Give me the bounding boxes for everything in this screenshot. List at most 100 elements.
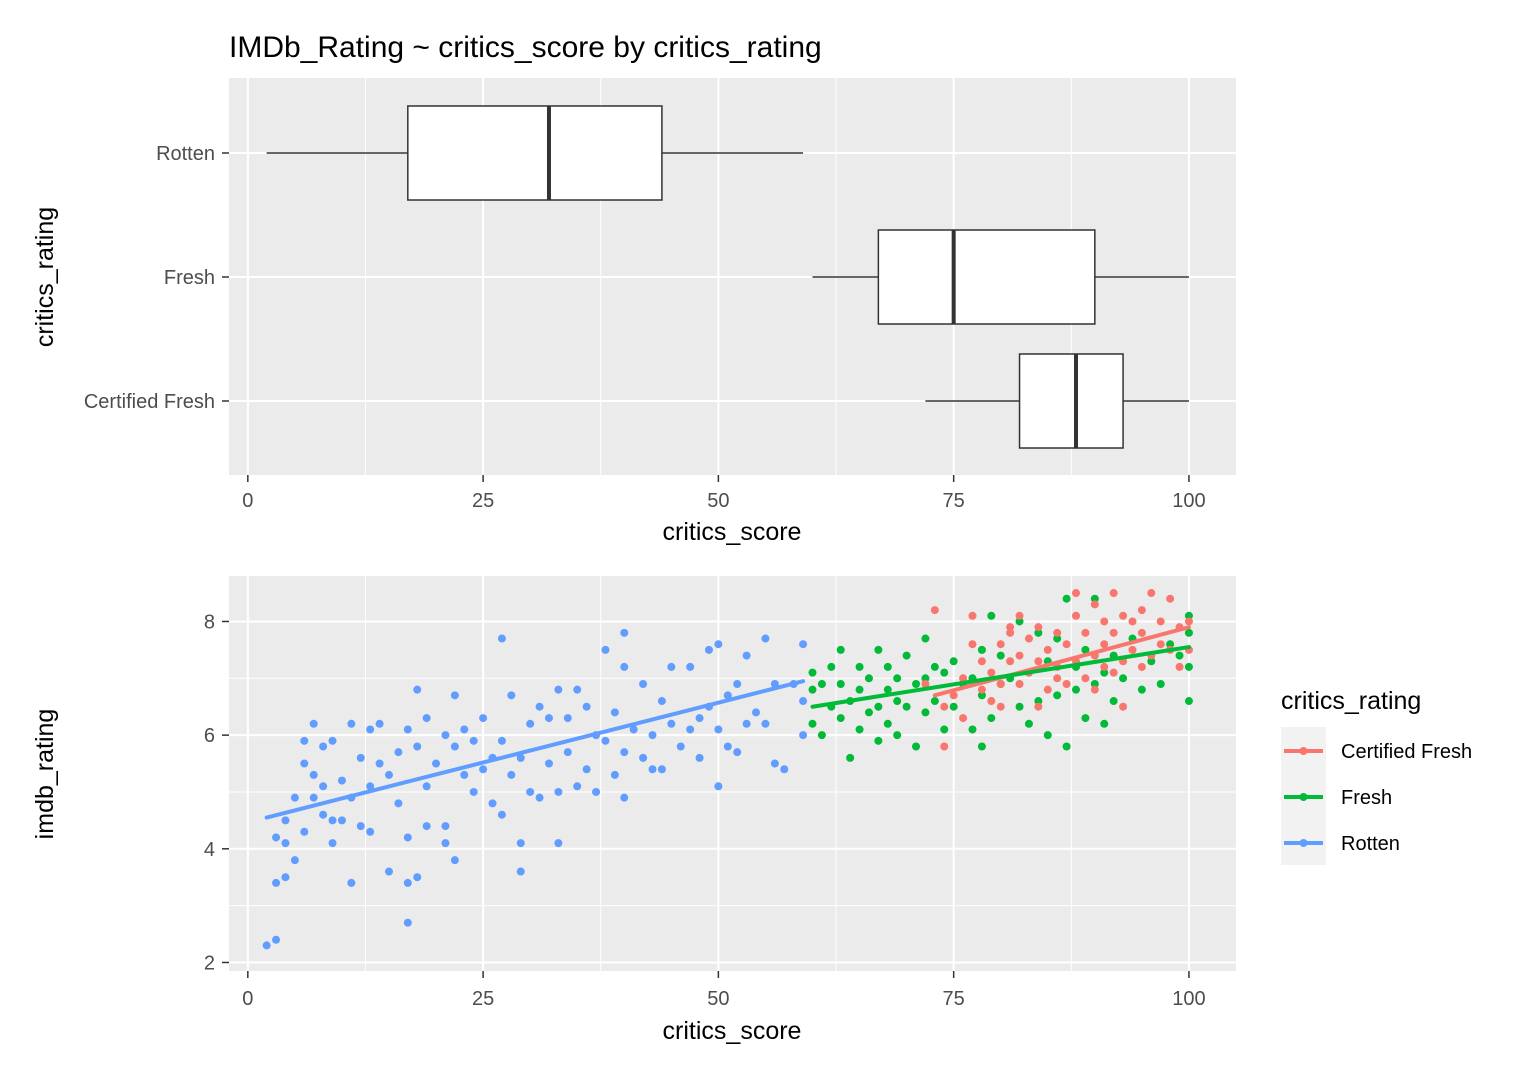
fit-line-certified-fresh	[932, 625, 1191, 698]
box-iqr	[877, 229, 1096, 325]
point-rotten	[290, 856, 299, 865]
scatter-y-tick-label: 6	[204, 725, 215, 747]
point-fresh	[949, 657, 958, 666]
point-rotten	[563, 748, 572, 757]
point-rotten	[657, 697, 666, 706]
point-rotten	[648, 765, 657, 774]
legend-title: critics_rating	[1281, 687, 1421, 715]
scatter-x-tick-label: 0	[242, 988, 253, 1010]
point-rotten	[422, 714, 431, 723]
point-rotten	[337, 776, 346, 785]
point-rotten	[281, 839, 290, 848]
point-rotten	[403, 878, 412, 887]
point-certified-fresh	[959, 714, 968, 723]
point-certified-fresh	[1137, 662, 1146, 671]
point-rotten	[752, 708, 761, 717]
boxplot-boxes	[266, 105, 1189, 449]
point-rotten	[770, 759, 779, 768]
point-rotten	[497, 634, 506, 643]
point-rotten	[394, 748, 403, 757]
point-rotten	[366, 725, 375, 734]
scatter-y-axis-title: imdb_rating	[31, 709, 59, 840]
point-rotten	[695, 753, 704, 762]
point-fresh	[846, 753, 855, 762]
point-rotten	[319, 782, 328, 791]
point-rotten	[441, 731, 450, 740]
boxplot-y-tick-label: Certified Fresh	[84, 391, 215, 413]
point-rotten	[686, 725, 695, 734]
point-certified-fresh	[1043, 645, 1052, 654]
point-fresh	[921, 708, 930, 717]
point-rotten	[799, 640, 808, 649]
point-fresh	[977, 742, 986, 751]
point-rotten	[695, 714, 704, 723]
point-fresh	[977, 645, 986, 654]
point-rotten	[799, 731, 808, 740]
boxplot-y-tick-label: Rotten	[156, 143, 215, 165]
point-rotten	[507, 770, 516, 779]
point-certified-fresh	[1090, 600, 1099, 609]
point-fresh	[902, 702, 911, 711]
point-rotten	[366, 782, 375, 791]
boxplot-x-tick-label: 25	[472, 490, 494, 512]
point-rotten	[413, 685, 422, 694]
point-certified-fresh	[996, 702, 1005, 711]
point-fresh	[987, 714, 996, 723]
point-rotten	[375, 719, 384, 728]
point-fresh	[1175, 651, 1184, 660]
point-fresh	[1015, 702, 1024, 711]
point-fresh	[808, 719, 817, 728]
point-fresh	[921, 674, 930, 683]
point-certified-fresh	[1072, 589, 1081, 598]
point-rotten	[554, 787, 563, 796]
point-rotten	[300, 736, 309, 745]
point-fresh	[1184, 697, 1193, 706]
point-rotten	[648, 731, 657, 740]
point-fresh	[874, 736, 883, 745]
point-certified-fresh	[1109, 668, 1118, 677]
point-fresh	[1053, 634, 1062, 643]
point-fresh	[836, 714, 845, 723]
legend-item-certified-fresh: Certified Fresh	[1284, 741, 1472, 763]
point-rotten	[761, 634, 770, 643]
scatter-x-axis-title: critics_score	[663, 1017, 802, 1045]
legend-label: Rotten	[1341, 833, 1400, 855]
scatter-fit-lines	[264, 625, 1191, 820]
point-certified-fresh	[987, 668, 996, 677]
point-rotten	[733, 679, 742, 688]
boxplot-y-tick-label: Fresh	[164, 267, 215, 289]
point-rotten	[620, 793, 629, 802]
point-fresh	[864, 674, 873, 683]
point-certified-fresh	[1100, 662, 1109, 671]
point-rotten	[573, 782, 582, 791]
point-certified-fresh	[1006, 628, 1015, 637]
point-rotten	[347, 878, 356, 887]
point-rotten	[497, 810, 506, 819]
point-rotten	[507, 691, 516, 700]
point-fresh	[977, 691, 986, 700]
point-fresh	[940, 725, 949, 734]
point-certified-fresh	[1119, 702, 1128, 711]
point-fresh	[1072, 685, 1081, 694]
point-fresh	[893, 731, 902, 740]
point-rotten	[356, 753, 365, 762]
point-certified-fresh	[1015, 611, 1024, 620]
point-rotten	[497, 736, 506, 745]
point-rotten	[450, 742, 459, 751]
point-certified-fresh	[1175, 662, 1184, 671]
point-certified-fresh	[1034, 623, 1043, 632]
scatter-panel: 2 4 6 8 0 25 50 75 100 critics_score imdb_rating	[31, 576, 1236, 1045]
point-fresh	[817, 731, 826, 740]
point-fresh	[883, 685, 892, 694]
point-rotten	[441, 839, 450, 848]
point-certified-fresh	[940, 702, 949, 711]
point-certified-fresh	[949, 691, 958, 700]
box-iqr	[407, 105, 663, 201]
legend-items: Certified Fresh Fresh Rotten	[1284, 741, 1472, 855]
fit-line-rotten	[264, 679, 806, 820]
legend-label: Fresh	[1341, 787, 1392, 809]
point-fresh	[1119, 674, 1128, 683]
box-iqr	[1018, 353, 1124, 449]
point-rotten	[526, 787, 535, 796]
